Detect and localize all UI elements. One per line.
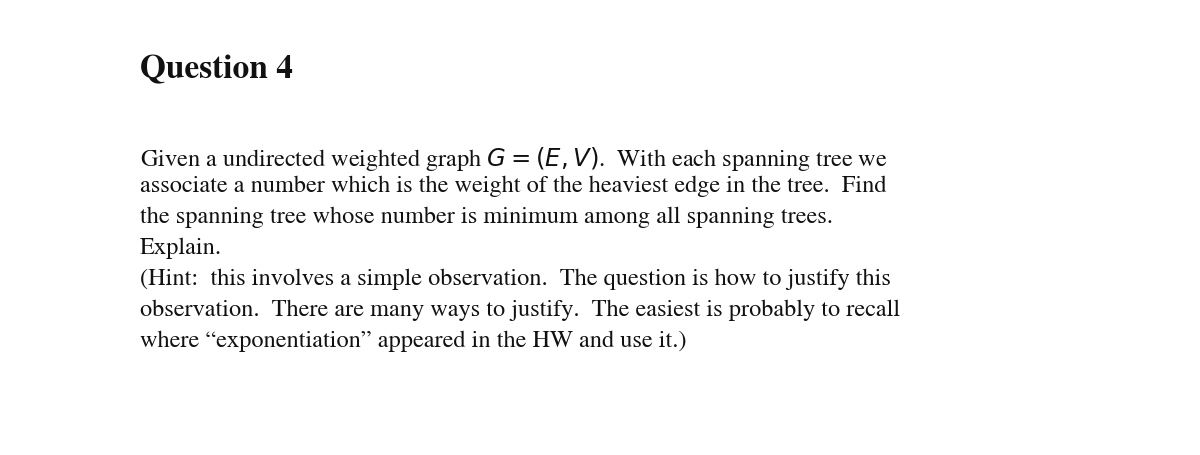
Text: associate a number which is the weight of the heaviest edge in the tree.  Find: associate a number which is the weight o… (140, 176, 887, 197)
Text: Given a undirected weighted graph $G = (E,V)$.  With each spanning tree we: Given a undirected weighted graph $G = (… (140, 145, 888, 173)
Text: Question 4: Question 4 (140, 55, 293, 85)
Text: where “exponentiation” appeared in the HW and use it.): where “exponentiation” appeared in the H… (140, 331, 686, 353)
Text: (Hint:  this involves a simple observation.  The question is how to justify this: (Hint: this involves a simple observatio… (140, 269, 890, 290)
Text: the spanning tree whose number is minimum among all spanning trees.: the spanning tree whose number is minimu… (140, 207, 833, 228)
Text: Explain.: Explain. (140, 238, 222, 259)
Text: observation.  There are many ways to justify.  The easiest is probably to recall: observation. There are many ways to just… (140, 300, 900, 321)
